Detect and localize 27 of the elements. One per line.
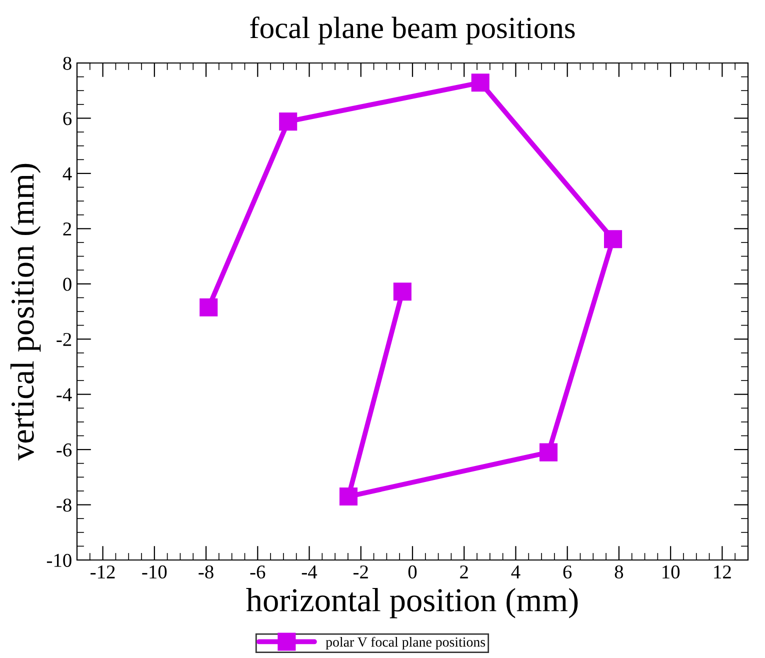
y-tick-label: -6	[56, 443, 72, 456]
x-tick-label: 0	[408, 565, 417, 579]
x-tick-label: -10	[142, 565, 167, 579]
x-tick-label: -6	[250, 565, 266, 579]
y-tick-label: -2	[56, 332, 72, 346]
x-tick-label: -8	[198, 565, 214, 579]
x-tick-label: 6	[563, 565, 572, 579]
x-tick-label: -2	[354, 565, 368, 578]
y-axis-title: vertical position (mm)	[10, 164, 41, 461]
x-tick-label: -4	[302, 566, 318, 578]
y-tick-label: 6	[63, 112, 72, 126]
chart-title: focal plane beam positions	[250, 16, 575, 45]
x-tick-label: 10	[662, 565, 680, 579]
y-tick-label: 2	[63, 222, 72, 236]
x-tick-label: 4	[511, 566, 520, 578]
y-tick-label: -4	[56, 388, 72, 402]
y-tick-label: -10	[46, 554, 72, 567]
x-tick-label: 2	[460, 565, 468, 578]
x-tick-label: -12	[90, 565, 115, 578]
y-tick-label: 4	[62, 167, 72, 180]
x-tick-label: 8	[614, 565, 624, 579]
x-axis-title: horizontal position (mm)	[246, 588, 578, 618]
y-tick-label: 0	[63, 278, 72, 291]
legend-label: polar V focal plane positions	[326, 636, 486, 650]
y-tick-label: -8	[56, 498, 72, 512]
x-tick-label: 12	[714, 565, 731, 578]
y-tick-label: 8	[63, 56, 72, 70]
